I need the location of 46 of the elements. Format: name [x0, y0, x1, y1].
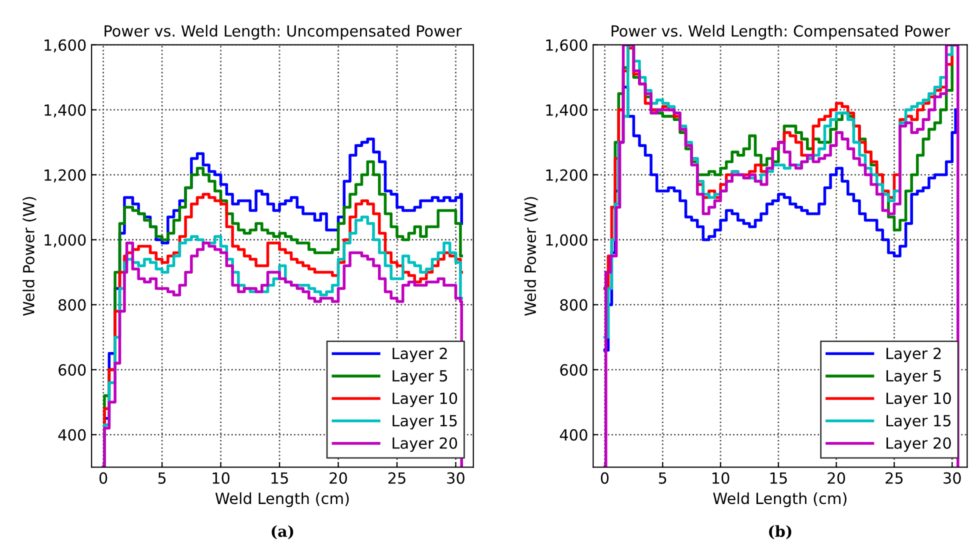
legend-label: Layer 20	[886, 437, 951, 452]
legend-label: Layer 20	[392, 437, 458, 452]
x-tick-label: 25	[388, 472, 406, 484]
y-tick-label: 1,400	[546, 104, 588, 118]
x-tick-label: 30	[944, 472, 961, 484]
y-tick-label: 400	[58, 429, 86, 441]
y-tick-label: 600	[58, 364, 86, 376]
y-tick-label: 600	[560, 364, 588, 376]
x-tick-label: 15	[770, 472, 787, 484]
legend-label: Layer 5	[392, 370, 448, 385]
legend-label: Layer 15	[886, 415, 951, 430]
x-tick-label: 20	[828, 472, 846, 484]
y-tick-label: 1,000	[44, 234, 86, 248]
x-tick-label: 25	[886, 472, 903, 484]
legend-label: Layer 2	[392, 348, 447, 362]
text: (b)	[769, 525, 792, 540]
x-tick-label: 15	[271, 472, 288, 484]
chart-title: Power vs. Weld Length: Uncompensated Power	[104, 24, 462, 40]
legend-label: Layer 10	[886, 392, 951, 408]
y-tick-label: 800	[560, 299, 588, 311]
legend-label: Layer 15	[392, 415, 457, 430]
x-tick-label: 30	[447, 472, 464, 484]
legend-label: Layer 5	[886, 370, 941, 385]
y-tick-label: 1,600	[546, 39, 588, 52]
text: (a)	[272, 525, 294, 540]
x-tick-label: 10	[712, 472, 730, 484]
x-tick-label: 5	[158, 472, 166, 484]
x-tick-label: 0	[99, 472, 108, 484]
y-tick-label: 1,400	[44, 104, 86, 118]
x-tick-label: 0	[600, 472, 609, 484]
x-axis-title: Weld Length (cm)	[713, 492, 846, 508]
x-tick-label: 10	[212, 472, 230, 484]
y-axis-title: Weld Power (W)	[22, 197, 36, 316]
y-tick-label: 1,600	[44, 39, 86, 52]
chart-title: Power vs. Weld Length: Compensated Power	[612, 24, 950, 40]
y-axis-title: Weld Power (W)	[524, 197, 538, 316]
x-tick-label: 20	[330, 472, 347, 484]
y-tick-label: 1,200	[546, 169, 588, 182]
y-tick-label: 800	[58, 299, 86, 311]
y-tick-label: 400	[560, 429, 588, 441]
legend-label: Layer 2	[886, 348, 941, 362]
x-tick-label: 5	[658, 472, 666, 484]
y-tick-label: 1,000	[546, 234, 588, 248]
legend-label: Layer 10	[392, 392, 458, 408]
y-tick-label: 1,200	[44, 169, 86, 182]
x-axis-title: Weld Length (cm)	[215, 492, 349, 508]
